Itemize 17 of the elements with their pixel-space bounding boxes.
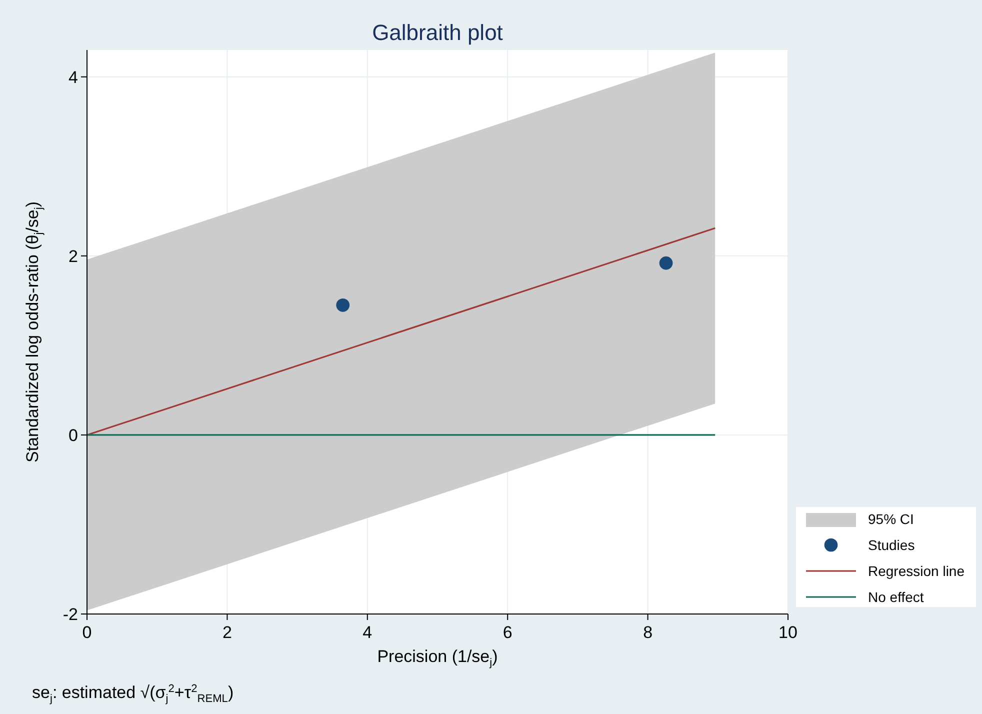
x-tick-label: 2	[222, 623, 232, 642]
y-tick-label: 2	[68, 246, 78, 266]
chart-title: Galbraith plot	[372, 20, 503, 45]
x-tick-label: 4	[362, 623, 372, 642]
y-tick-label: 0	[68, 426, 78, 445]
x-axis-title: Precision (1/se$_{j}$)	[377, 647, 498, 669]
x-tick-label: 8	[643, 623, 653, 642]
text: se$_{j}$: estimated √(σ$_{j}$$^{2}$+τ$^{2}$$_{REML}$)	[32, 683, 234, 705]
legend-label: No effect	[868, 588, 924, 605]
legend-label: Studies	[868, 536, 915, 553]
x-tick-label: 10	[778, 623, 798, 642]
y-tick-label: -2	[62, 604, 78, 624]
x-tick-label: 0	[82, 623, 92, 642]
x-tick-label: 6	[502, 623, 512, 642]
y-tick-label: 4	[68, 68, 78, 87]
legend-label: Regression line	[868, 562, 965, 579]
legend-label: 95% CI	[868, 510, 914, 527]
